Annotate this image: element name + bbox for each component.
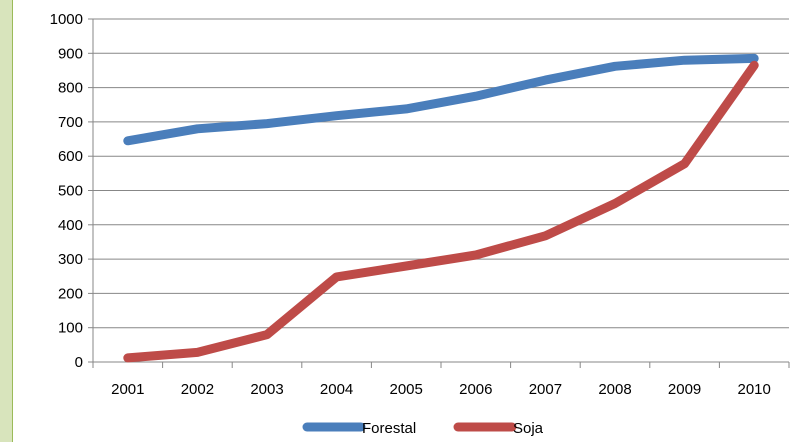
y-tick-label: 900 bbox=[58, 45, 83, 62]
legend-label-forestal: Forestal bbox=[362, 420, 416, 437]
y-tick-label: 1000 bbox=[50, 11, 83, 28]
x-tick-label: 2001 bbox=[111, 381, 144, 398]
axis-layer: 0 100 200 300 400 500 600 700 800 900 1000 2001 2002… bbox=[50, 11, 790, 398]
x-tick-label: 2008 bbox=[598, 381, 631, 398]
y-tick-label: 300 bbox=[58, 251, 83, 268]
chart-container: 0 100 200 300 400 500 600 700 800 900 1000 2001 2002… bbox=[14, 0, 806, 442]
y-tick-label: 500 bbox=[58, 183, 83, 200]
left-border-strip bbox=[0, 0, 13, 442]
series-line-forestal bbox=[123, 53, 759, 146]
y-tick-label: 700 bbox=[58, 114, 83, 131]
y-tick-label: 800 bbox=[58, 80, 83, 97]
y-tick-label: 600 bbox=[58, 148, 83, 165]
series-layer bbox=[123, 53, 759, 363]
x-tick-label: 2006 bbox=[459, 381, 492, 398]
y-tick-label: 200 bbox=[58, 285, 83, 302]
x-tick-label: 2005 bbox=[390, 381, 423, 398]
legend-label-soja: Soja bbox=[513, 420, 544, 437]
legend: Forestal Soja bbox=[302, 420, 544, 437]
series-line-soja bbox=[123, 60, 759, 363]
x-tick-label: 2007 bbox=[529, 381, 562, 398]
x-tick-label: 2009 bbox=[668, 381, 701, 398]
grid-layer bbox=[93, 18, 789, 329]
x-tick-label: 2010 bbox=[738, 381, 771, 398]
y-tick-label: 100 bbox=[58, 320, 83, 337]
x-tick-label: 2004 bbox=[320, 381, 353, 398]
x-tick-label: 2003 bbox=[250, 381, 283, 398]
y-tick-label: 400 bbox=[58, 217, 83, 234]
y-tick-label: 0 bbox=[75, 354, 83, 371]
x-tick-label: 2002 bbox=[181, 381, 214, 398]
line-chart: 0 100 200 300 400 500 600 700 800 900 1000 2001 2002… bbox=[50, 11, 790, 437]
